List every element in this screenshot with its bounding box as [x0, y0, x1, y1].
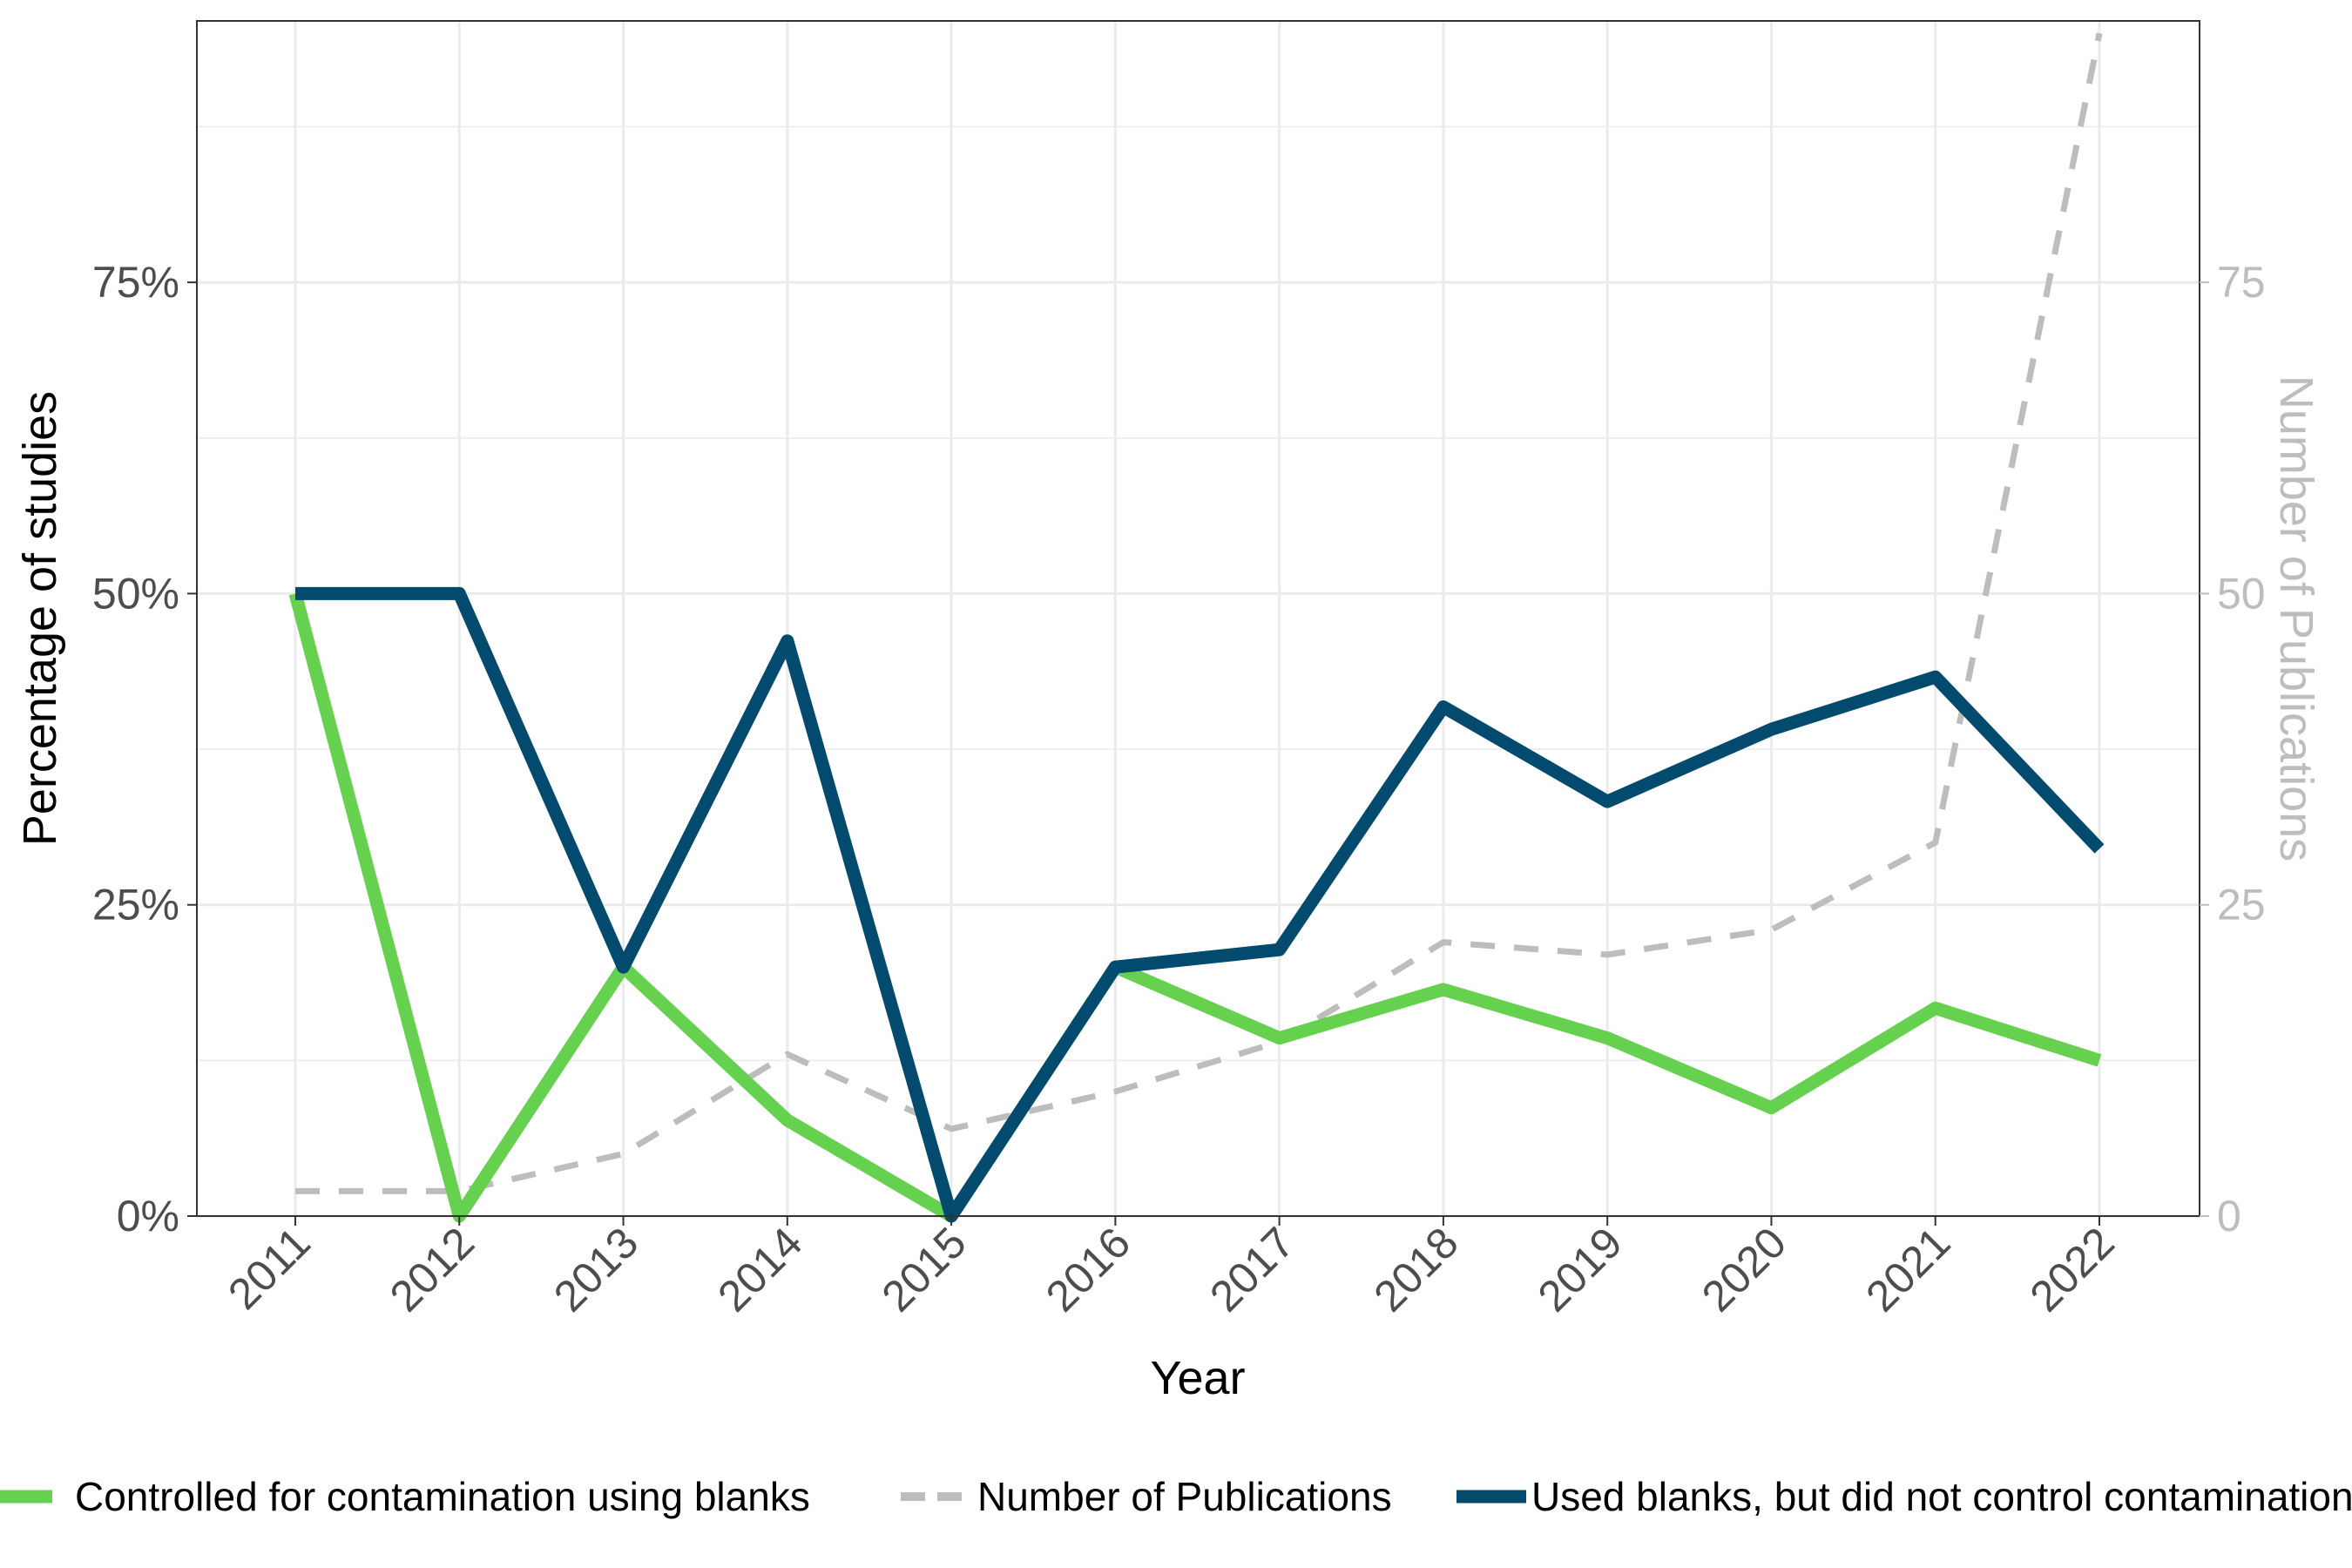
- series-line: [295, 586, 2105, 1223]
- legend-label: Used blanks, but did not control contami…: [1531, 1474, 2352, 1519]
- x-axis-title: Year: [1150, 1352, 1245, 1404]
- series-lines: [288, 32, 2105, 1223]
- series-line: [288, 591, 2102, 1223]
- grid-lines: [197, 21, 2200, 1218]
- y-tick-label: 75%: [92, 258, 179, 307]
- y-right-tick-label: 25: [2217, 881, 2266, 929]
- legend: Controlled for contamination using blank…: [0, 1474, 2352, 1519]
- y-axis-right-title: Number of Publications: [2270, 375, 2322, 862]
- y-axis-title: Percentage of studies: [14, 391, 66, 846]
- y-right-tick-label: 50: [2217, 569, 2266, 618]
- y-tick-label: 0%: [117, 1192, 179, 1240]
- legend-label: Number of Publications: [977, 1474, 1392, 1519]
- y-tick-label: 50%: [92, 569, 179, 618]
- legend-label: Controlled for contamination using blank…: [75, 1474, 810, 1519]
- y-right-tick-label: 0: [2217, 1192, 2241, 1240]
- y-right-tick-label: 75: [2217, 258, 2266, 307]
- y-tick-label: 25%: [92, 881, 179, 929]
- plot-panel-border: [196, 20, 2200, 1217]
